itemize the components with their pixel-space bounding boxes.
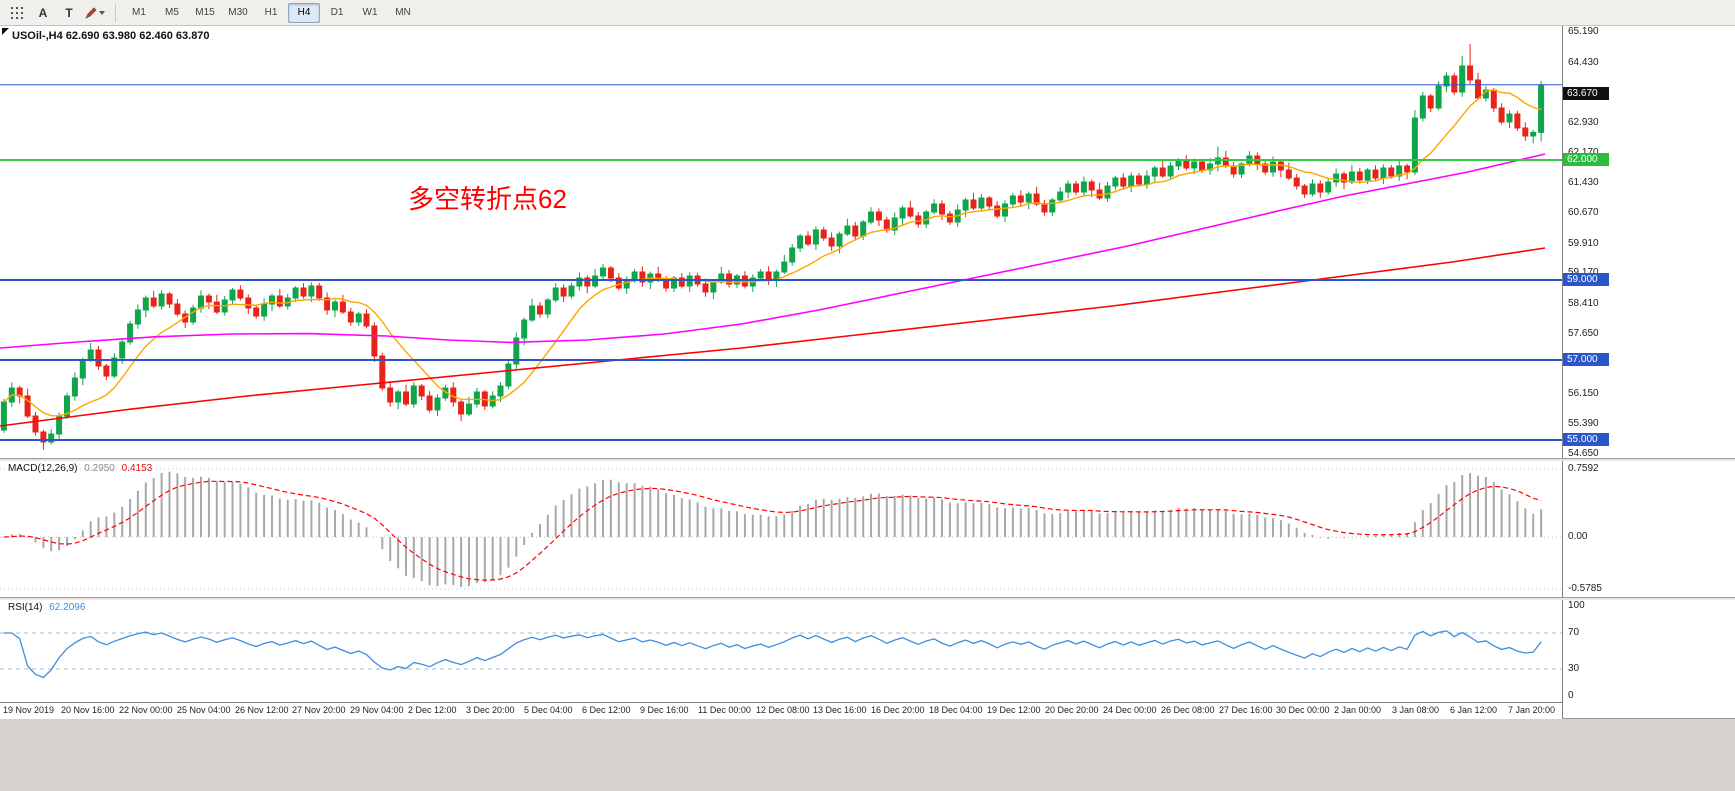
panel-splitter[interactable]	[0, 458, 1735, 461]
time-axis-label: 19 Dec 12:00	[987, 705, 1041, 715]
price-axis-label: 65.190	[1568, 26, 1599, 37]
time-axis-label: 18 Dec 04:00	[929, 705, 983, 715]
timeframe-m1[interactable]: M1	[132, 6, 146, 18]
symbol-period-label: USOil-,H4	[12, 30, 63, 42]
rsi-panel[interactable]: RSI(14) 62.2096	[0, 600, 1562, 702]
time-axis-label: 24 Dec 00:00	[1103, 705, 1157, 715]
timeframe-h4[interactable]: H4	[288, 2, 320, 23]
text-tool-a[interactable]: A	[38, 5, 48, 20]
price-axis-label: 64.430	[1568, 57, 1599, 68]
chart-title: USOil-,H4 62.690 63.980 62.460 63.870	[12, 30, 210, 42]
rsi-title: RSI(14) 62.2096	[8, 602, 85, 613]
window-bottom-area	[0, 718, 1735, 791]
price-axis-label: 61.430	[1568, 177, 1599, 188]
arrows-dropdown[interactable]	[82, 2, 108, 24]
main-chart-panel[interactable]: 多空转折点62 USOil-,H4 62.690 63.980 62.460 6…	[0, 26, 1562, 458]
price-axis-label: 62.170	[1568, 147, 1599, 158]
chevron-down-icon	[99, 10, 105, 15]
panel-splitter[interactable]	[0, 597, 1735, 600]
macd-axis-label: 0.00	[1568, 531, 1588, 542]
macd-main-value: 0.2950	[84, 463, 115, 474]
level-badge-57: 57.000	[1563, 353, 1609, 366]
time-axis-label: 6 Jan 12:00	[1450, 705, 1498, 715]
time-axis-label: 20 Nov 16:00	[61, 705, 115, 715]
level-badge-55: 55.000	[1563, 433, 1609, 446]
time-axis-label: 27 Nov 20:00	[292, 705, 346, 715]
macd-plot[interactable]	[0, 461, 1562, 597]
text-label-tool-t[interactable]: T	[65, 5, 73, 20]
macd-title: MACD(12,26,9) 0.2950 0.4153	[8, 463, 152, 474]
timeframe-h1[interactable]: H1	[264, 6, 278, 18]
chart-corner-icon	[2, 28, 9, 35]
time-axis-label: 7 Jan 20:00	[1508, 705, 1556, 715]
time-axis-label: 26 Dec 08:00	[1161, 705, 1215, 715]
macd-axis-label: 0.7592	[1568, 463, 1599, 474]
price-axis[interactable]: 65.19064.43063.69062.93062.17061.43060.6…	[1562, 26, 1735, 718]
time-axis-label: 27 Dec 16:00	[1219, 705, 1273, 715]
time-axis[interactable]: 19 Nov 2019 20 Nov 16:00 22 Nov 00:00 25 No…	[0, 702, 1562, 719]
time-axis-label: 20 Dec 20:00	[1045, 705, 1099, 715]
toolbar-separator	[115, 3, 116, 22]
price-axis-label: 59.170	[1568, 267, 1599, 278]
level-badge-59: 59.000	[1563, 273, 1609, 286]
rsi-plot[interactable]	[0, 600, 1562, 702]
timeframe-m15[interactable]: M15	[195, 6, 215, 18]
rsi-axis-label: 70	[1568, 627, 1580, 638]
time-axis-label: 16 Dec 20:00	[871, 705, 925, 715]
time-axis-label: 11 Dec 00:00	[698, 705, 751, 715]
timeframe-group: M1 M5 M15 M30 H1 H4 D1 W1 MN	[123, 2, 420, 23]
timeframe-m5[interactable]: M5	[165, 6, 179, 18]
time-axis-label: 9 Dec 16:00	[640, 705, 689, 715]
time-axis-label: 26 Nov 12:00	[235, 705, 289, 715]
time-axis-label: 5 Dec 04:00	[524, 705, 573, 715]
macd-label: MACD(12,26,9)	[8, 463, 78, 474]
time-axis-label: 13 Dec 16:00	[813, 705, 867, 715]
time-axis-label: 12 Dec 08:00	[756, 705, 810, 715]
rsi-value: 62.2096	[49, 602, 86, 613]
rsi-axis-label: 100	[1568, 600, 1585, 611]
timeframe-w1[interactable]: W1	[362, 6, 378, 18]
price-axis-label: 56.150	[1568, 388, 1599, 399]
macd-panel[interactable]: MACD(12,26,9) 0.2950 0.4153	[0, 461, 1562, 597]
time-axis-label: 2 Jan 00:00	[1334, 705, 1382, 715]
timeframe-m30[interactable]: M30	[228, 6, 248, 18]
macd-axis-label: -0.5785	[1568, 583, 1602, 594]
rsi-label: RSI(14)	[8, 602, 43, 613]
timeframe-d1[interactable]: D1	[330, 6, 344, 18]
timeframe-mn[interactable]: MN	[395, 6, 411, 18]
price-axis-label: 62.930	[1568, 117, 1599, 128]
candlestick-plot[interactable]: 多空转折点62	[0, 26, 1562, 458]
price-axis-label: 58.410	[1568, 298, 1599, 309]
time-axis-label: 3 Jan 08:00	[1392, 705, 1440, 715]
time-axis-label: 2 Dec 12:00	[408, 705, 457, 715]
chart-annotation: 多空转折点62	[408, 184, 567, 214]
time-axis-label: 19 Nov 2019	[3, 705, 55, 715]
price-axis-label: 60.670	[1568, 207, 1599, 218]
crosshair-icon[interactable]	[4, 2, 30, 24]
time-axis-label: 25 Nov 04:00	[177, 705, 231, 715]
time-axis-label: 30 Dec 00:00	[1276, 705, 1330, 715]
ohlc-values: 62.690 63.980 62.460 63.870	[65, 30, 210, 42]
time-axis-label: 29 Nov 04:00	[350, 705, 404, 715]
rsi-axis-label: 0	[1568, 690, 1574, 701]
crosshair-icon	[11, 6, 23, 19]
time-axis-label: 6 Dec 12:00	[582, 705, 631, 715]
price-axis-label: 57.650	[1568, 328, 1599, 339]
current-price-badge: 63.670	[1563, 87, 1609, 100]
level-badge-62: 62.000	[1563, 153, 1609, 166]
rsi-axis-label: 30	[1568, 663, 1580, 674]
macd-signal-value: 0.4153	[121, 463, 153, 474]
pencil-icon	[85, 6, 97, 19]
time-axis-label: 3 Dec 20:00	[466, 705, 515, 715]
price-axis-label: 55.390	[1568, 418, 1599, 429]
price-axis-label: 59.910	[1568, 238, 1599, 249]
price-axis-label: 54.650	[1568, 448, 1599, 459]
time-axis-label: 22 Nov 00:00	[119, 705, 173, 715]
